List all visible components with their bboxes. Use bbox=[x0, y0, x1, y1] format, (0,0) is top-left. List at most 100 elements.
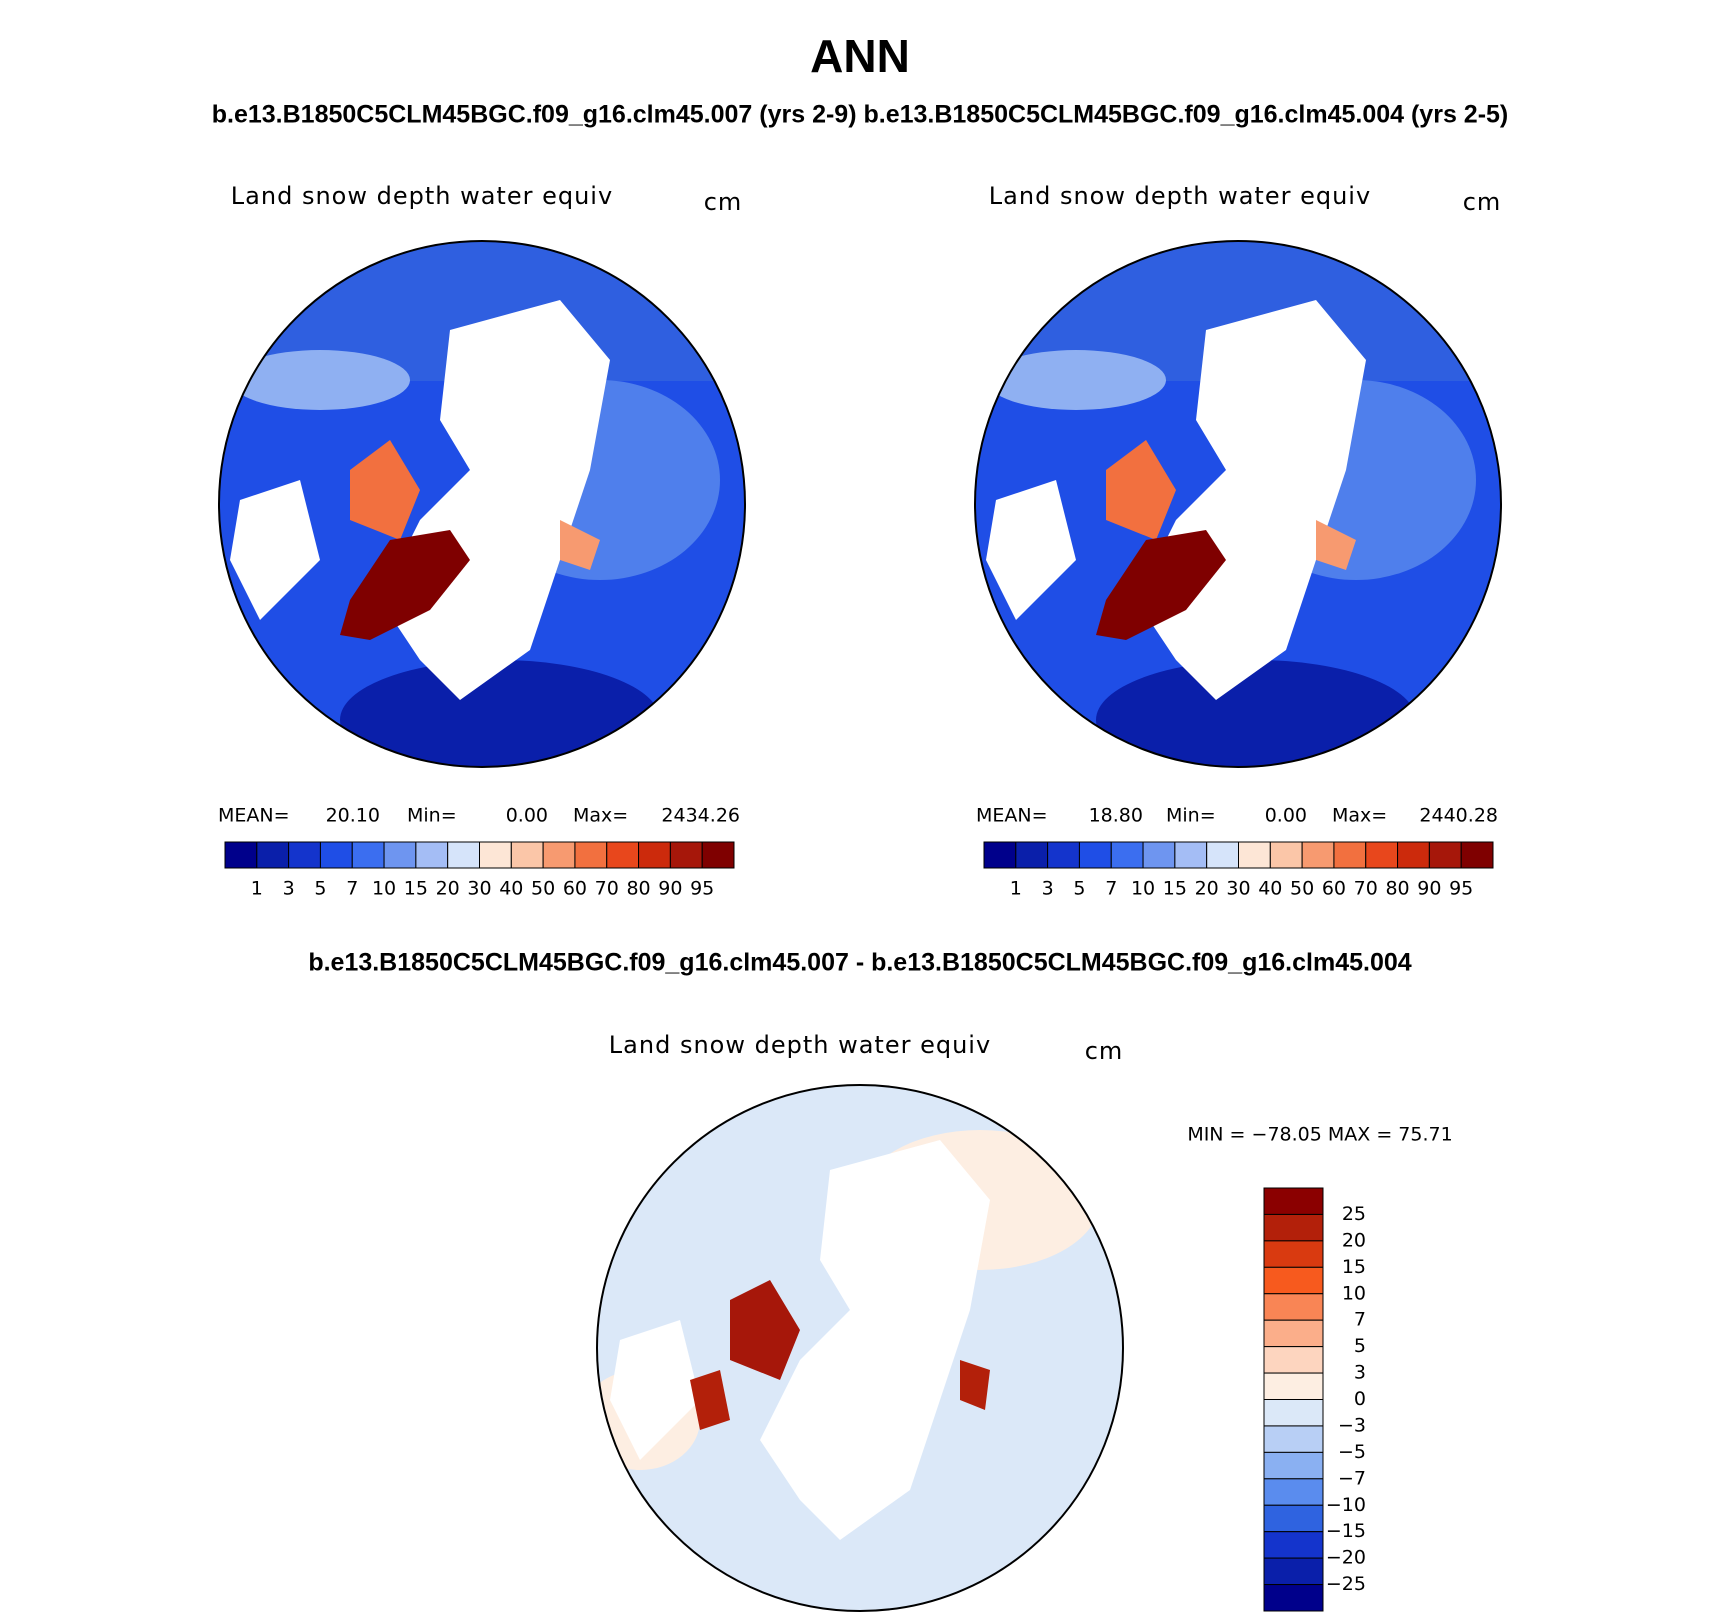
colorbar-swatch bbox=[1263, 1372, 1324, 1400]
polar-map bbox=[975, 241, 1501, 767]
colorbar-swatch bbox=[1263, 1319, 1324, 1348]
colorbar-swatch bbox=[1263, 1399, 1324, 1427]
colorbar-swatch bbox=[1110, 841, 1144, 869]
colorbar-swatch bbox=[1047, 841, 1080, 869]
colorbar-label: 40 bbox=[1258, 878, 1282, 900]
colorbar-label: 95 bbox=[690, 878, 714, 900]
mean-label: MEAN= bbox=[976, 805, 1048, 827]
colorbar-label: 15 bbox=[1342, 1256, 1366, 1278]
colorbar-swatch bbox=[510, 841, 544, 869]
colorbar-label: 30 bbox=[467, 878, 491, 900]
difference-title: b.e13.B1850C5CLM45BGC.f09_g16.clm45.007 … bbox=[308, 949, 1411, 977]
colorbar-swatch bbox=[1263, 1240, 1324, 1268]
colorbar-swatch bbox=[383, 841, 417, 869]
colorbar-swatch bbox=[1142, 841, 1176, 869]
colorbar-swatch bbox=[1238, 841, 1271, 869]
colorbar-swatch bbox=[288, 841, 321, 869]
colorbar-swatch bbox=[1263, 1478, 1324, 1506]
map-title: Land snow depth water equiv bbox=[231, 182, 613, 210]
colorbar-swatch bbox=[1263, 1293, 1324, 1321]
colorbar-swatch bbox=[415, 841, 449, 869]
title: ANN bbox=[810, 30, 910, 82]
colorbar-label: 3 bbox=[1042, 878, 1054, 900]
colorbar-swatch bbox=[1263, 1504, 1324, 1533]
colorbar-label: 20 bbox=[1195, 878, 1219, 900]
colorbar-label: 10 bbox=[372, 878, 396, 900]
colorbar-label: 30 bbox=[1226, 878, 1250, 900]
colorbar-label: −25 bbox=[1326, 1573, 1366, 1595]
colorbar-swatch bbox=[1428, 841, 1462, 869]
colorbar-swatch bbox=[1301, 841, 1335, 869]
colorbar-swatch bbox=[479, 841, 512, 869]
colorbar-label: 70 bbox=[1354, 878, 1378, 900]
colorbar-swatch bbox=[1397, 841, 1430, 869]
colorbar-swatch bbox=[1269, 841, 1303, 869]
colorbar-swatch bbox=[224, 841, 258, 869]
colorbar-label: 20 bbox=[436, 878, 460, 900]
colorbar-label: 7 bbox=[346, 878, 358, 900]
colorbar-swatch bbox=[606, 841, 640, 869]
max-label: Max= bbox=[1332, 805, 1387, 827]
colorbar-label: 5 bbox=[314, 878, 326, 900]
colorbar-label: 90 bbox=[658, 878, 682, 900]
min-value: 0.00 bbox=[1265, 805, 1307, 827]
colorbar-label: 90 bbox=[1417, 878, 1441, 900]
colorbar-swatch bbox=[1365, 841, 1399, 869]
colorbar-swatch bbox=[1263, 1187, 1324, 1215]
mean-label: MEAN= bbox=[218, 805, 290, 827]
colorbar: 25 20 15 10 7 5 3 0 −3 −5 −7 −10 −15 −20 −25 bbox=[1263, 1187, 1366, 1612]
colorbar-label: 1 bbox=[1010, 878, 1022, 900]
max-label: Max= bbox=[573, 805, 628, 827]
colorbar-label: 0 bbox=[1354, 1388, 1366, 1410]
colorbar-swatch bbox=[1174, 841, 1208, 869]
min-label: Min= bbox=[407, 805, 457, 827]
map-title: Land snow depth water equiv bbox=[989, 182, 1371, 210]
mean-value: 18.80 bbox=[1089, 805, 1143, 827]
colorbar-label: 40 bbox=[499, 878, 523, 900]
polar-map bbox=[597, 1085, 1123, 1611]
colorbar: 1 3 5 7 10 15 20 30 40 50 60 70 80 90 95 bbox=[983, 841, 1494, 900]
colorbar-swatch bbox=[1206, 841, 1239, 869]
mean-value: 20.10 bbox=[326, 805, 380, 827]
colorbar-label: 5 bbox=[1354, 1335, 1366, 1357]
colorbar-swatch bbox=[319, 841, 353, 869]
colorbar-label: 80 bbox=[1385, 878, 1409, 900]
colorbar-label: 60 bbox=[563, 878, 587, 900]
colorbar-swatch bbox=[983, 841, 1017, 869]
min-max: MIN = −78.05 MAX = 75.71 bbox=[1187, 1124, 1452, 1146]
min-label: Min= bbox=[1166, 805, 1216, 827]
colorbar-label: 95 bbox=[1449, 878, 1473, 900]
colorbar-label: 70 bbox=[595, 878, 619, 900]
min-value: 0.00 bbox=[506, 805, 548, 827]
colorbar: 1 3 5 7 10 15 20 30 40 50 60 70 80 90 95 bbox=[224, 841, 735, 900]
colorbar-label: −15 bbox=[1326, 1520, 1366, 1542]
colorbar-swatch bbox=[1078, 841, 1112, 869]
colorbar-label: 5 bbox=[1073, 878, 1085, 900]
colorbar-swatch bbox=[1460, 841, 1494, 869]
colorbar-swatch bbox=[1263, 1346, 1324, 1374]
max-value: 2440.28 bbox=[1419, 805, 1498, 827]
colorbar-swatch bbox=[351, 841, 385, 869]
colorbar-swatch bbox=[1263, 1266, 1324, 1295]
subtitle: b.e13.B1850C5CLM45BGC.f09_g16.clm45.007 … bbox=[212, 101, 1509, 129]
map-units: cm bbox=[1463, 188, 1502, 216]
colorbar-label: 10 bbox=[1342, 1282, 1366, 1304]
colorbar-label: 25 bbox=[1342, 1203, 1366, 1225]
colorbar-label: 50 bbox=[1290, 878, 1314, 900]
colorbar-label: −3 bbox=[1338, 1414, 1366, 1436]
colorbar-label: 15 bbox=[1163, 878, 1187, 900]
colorbar-swatch bbox=[1263, 1425, 1324, 1453]
map-units: cm bbox=[704, 188, 743, 216]
colorbar-swatch bbox=[638, 841, 671, 869]
colorbar-label: 10 bbox=[1131, 878, 1155, 900]
colorbar-label: 15 bbox=[404, 878, 428, 900]
colorbar-label: 7 bbox=[1354, 1309, 1366, 1331]
colorbar-label: 7 bbox=[1105, 878, 1117, 900]
colorbar-swatch bbox=[1263, 1213, 1324, 1242]
colorbar-swatch bbox=[542, 841, 576, 869]
colorbar-label: 1 bbox=[251, 878, 263, 900]
colorbar-swatch bbox=[256, 841, 290, 869]
colorbar-label: −7 bbox=[1338, 1467, 1366, 1489]
colorbar-label: 3 bbox=[283, 878, 295, 900]
